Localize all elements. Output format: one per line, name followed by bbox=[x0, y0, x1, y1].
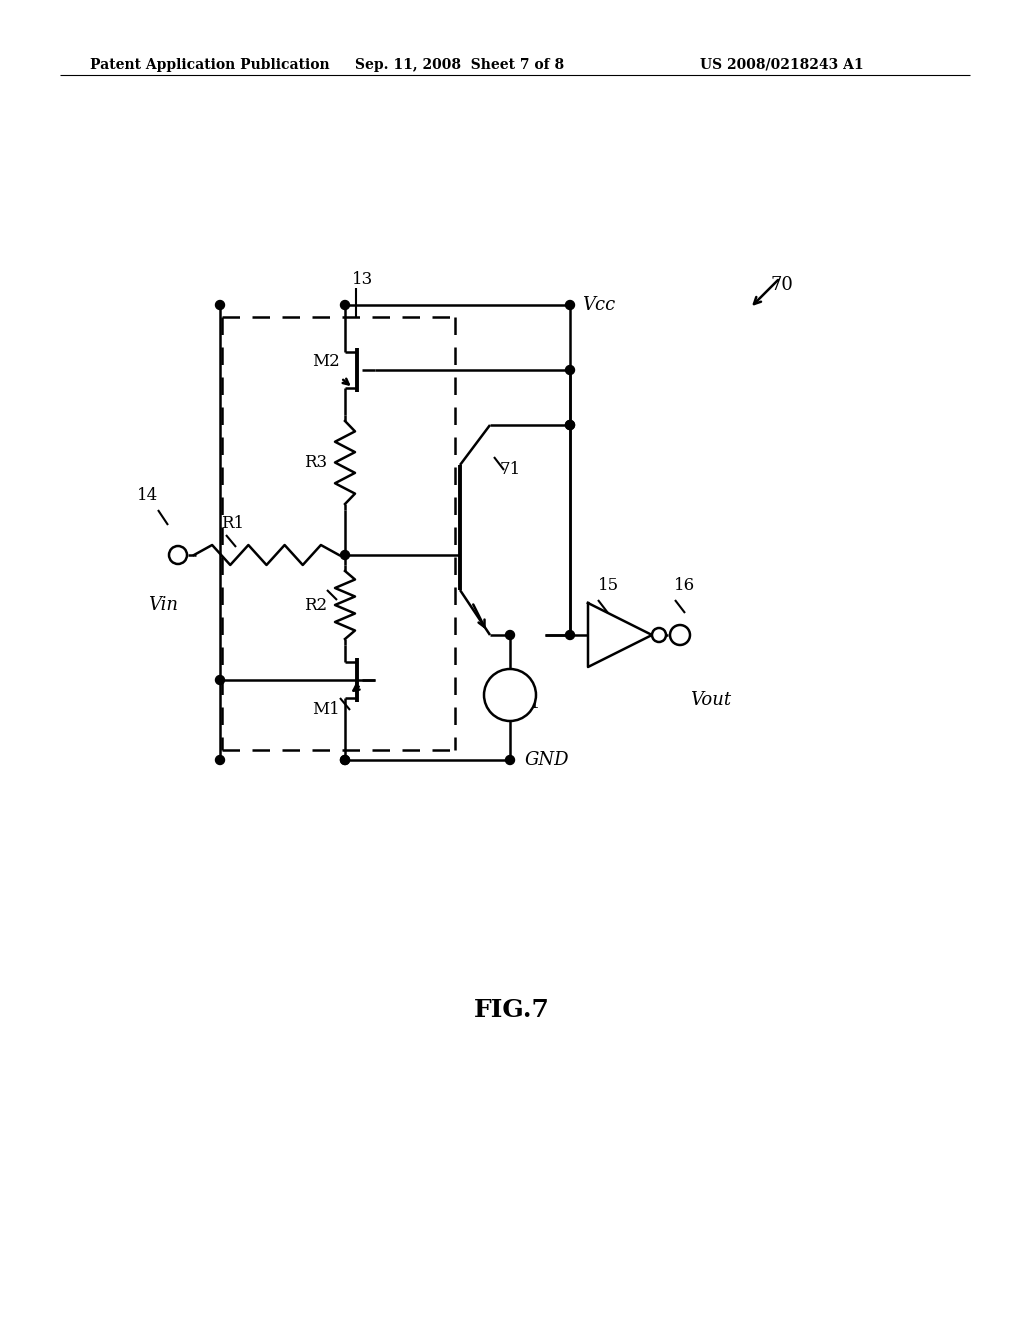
Circle shape bbox=[341, 755, 349, 764]
Text: 13: 13 bbox=[352, 272, 374, 289]
Text: 11: 11 bbox=[520, 694, 542, 711]
Circle shape bbox=[652, 628, 666, 642]
Text: 70: 70 bbox=[770, 276, 793, 294]
Circle shape bbox=[484, 669, 536, 721]
Circle shape bbox=[565, 421, 574, 429]
Circle shape bbox=[341, 550, 349, 560]
Text: 15: 15 bbox=[597, 577, 618, 594]
Text: R3: R3 bbox=[304, 454, 327, 471]
Circle shape bbox=[169, 546, 187, 564]
Circle shape bbox=[215, 755, 224, 764]
Circle shape bbox=[341, 755, 349, 764]
Circle shape bbox=[341, 301, 349, 309]
Text: Vout: Vout bbox=[690, 690, 731, 709]
Text: Sep. 11, 2008  Sheet 7 of 8: Sep. 11, 2008 Sheet 7 of 8 bbox=[355, 58, 564, 73]
Circle shape bbox=[565, 421, 574, 429]
Text: M2: M2 bbox=[312, 354, 340, 371]
Text: 71: 71 bbox=[500, 462, 521, 479]
Text: GND: GND bbox=[525, 751, 569, 770]
Circle shape bbox=[215, 301, 224, 309]
Text: M1: M1 bbox=[312, 701, 340, 718]
Circle shape bbox=[506, 755, 514, 764]
Text: Vcc: Vcc bbox=[582, 296, 615, 314]
Circle shape bbox=[565, 301, 574, 309]
Circle shape bbox=[215, 676, 224, 685]
Text: 16: 16 bbox=[675, 577, 695, 594]
Text: FIG.7: FIG.7 bbox=[474, 998, 550, 1022]
Circle shape bbox=[565, 631, 574, 639]
Circle shape bbox=[506, 631, 514, 639]
Text: US 2008/0218243 A1: US 2008/0218243 A1 bbox=[700, 58, 863, 73]
Circle shape bbox=[565, 366, 574, 375]
Text: Vin: Vin bbox=[148, 597, 178, 614]
Text: Patent Application Publication: Patent Application Publication bbox=[90, 58, 330, 73]
Text: R1: R1 bbox=[221, 515, 245, 532]
Circle shape bbox=[670, 624, 690, 645]
Text: 14: 14 bbox=[137, 487, 159, 503]
Text: R2: R2 bbox=[304, 597, 327, 614]
